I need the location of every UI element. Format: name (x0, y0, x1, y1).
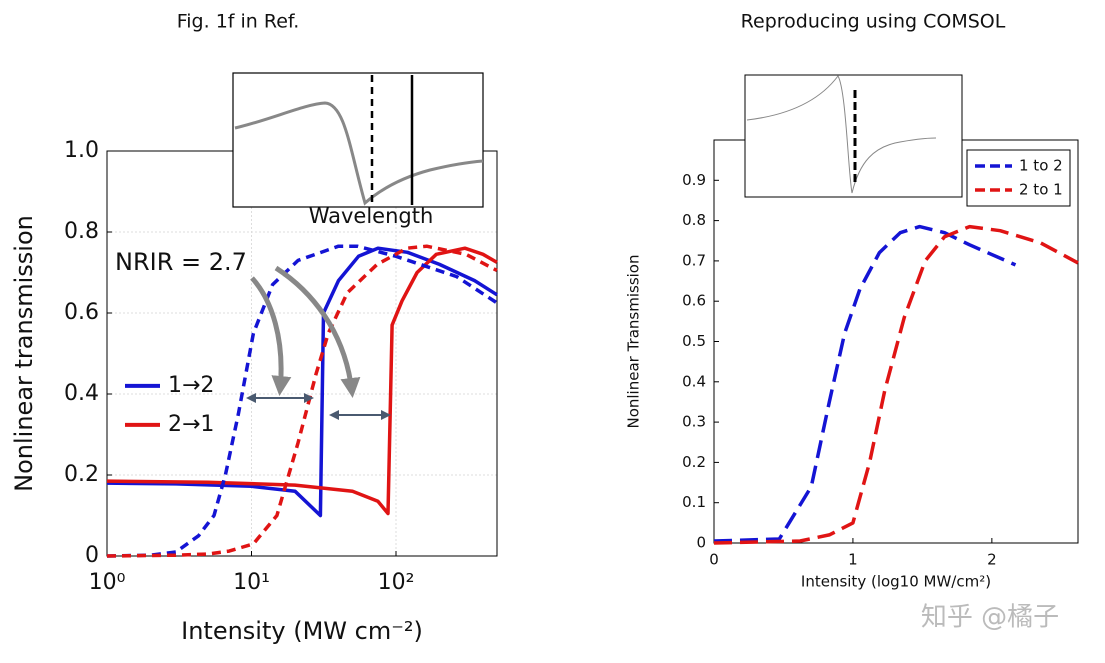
inset (744, 74, 963, 198)
series-line (713, 224, 1079, 545)
arrow (274, 265, 361, 398)
series-line (106, 246, 498, 516)
legend-label: 1 to 2 (1019, 157, 1063, 175)
series-line (106, 244, 498, 558)
inset-curve (234, 101, 484, 206)
y-tick-label: 1.0 (64, 138, 99, 163)
legend-label: 2 to 1 (1019, 181, 1063, 199)
y-tick-label: 0.2 (682, 453, 706, 471)
y-tick-label: 0.4 (682, 372, 706, 390)
y-tick-label: 0 (696, 534, 706, 552)
y-tick-label: 0.8 (682, 211, 706, 229)
y-tick-label: 0.4 (64, 381, 99, 406)
y-tick-label: 0.5 (682, 332, 706, 350)
arrow (250, 276, 292, 396)
y-tick-label: 0.6 (64, 300, 99, 325)
x-tick-label: 2 (987, 551, 997, 569)
x-tick-label: 10¹ (233, 570, 270, 595)
inset-curve (746, 75, 937, 194)
y-tick-label: 0.1 (682, 493, 706, 511)
x-axis-label: Intensity (log10 MW/cm²) (801, 573, 991, 591)
y-tick-label: 0.6 (682, 292, 706, 310)
x-tick-label: 1 (848, 551, 858, 569)
y-tick-label: 0.9 (682, 171, 706, 189)
x-tick-label: 10⁰ (89, 570, 126, 595)
x-tick-label: 0 (709, 551, 719, 569)
annotation: NRIR = 2.7 (115, 248, 247, 276)
x-axis-label: Intensity (MW cm⁻²) (181, 617, 423, 645)
y-tick-label: 0.8 (64, 219, 99, 244)
watermark: 知乎 @橘子 (921, 603, 1059, 633)
legend-label: 2→1 (168, 412, 214, 437)
y-tick-label: 0.2 (64, 462, 99, 487)
y-tick-label: 0 (85, 543, 99, 568)
inset: Wavelength (232, 72, 484, 228)
legend-label: 1→2 (168, 373, 214, 398)
chart-title: Fig. 1f in Ref. (177, 11, 300, 33)
series-line (106, 244, 498, 558)
y-tick-label: 0.7 (682, 251, 706, 269)
x-tick-label: 10² (378, 570, 415, 595)
chart-title: Reproducing using COMSOL (741, 11, 1006, 33)
y-axis-label: Nonlinear transmission (10, 215, 38, 492)
legend-box (966, 149, 1071, 207)
arrows (246, 265, 391, 420)
series-line (106, 246, 498, 518)
plot-area (714, 140, 1078, 543)
inset-frame (232, 72, 484, 208)
inset-label: Wavelength (309, 204, 434, 228)
y-axis-label: Nonlinear Transmission (625, 254, 643, 428)
y-tick-label: 0.3 (682, 413, 706, 431)
plot-area (107, 151, 497, 556)
